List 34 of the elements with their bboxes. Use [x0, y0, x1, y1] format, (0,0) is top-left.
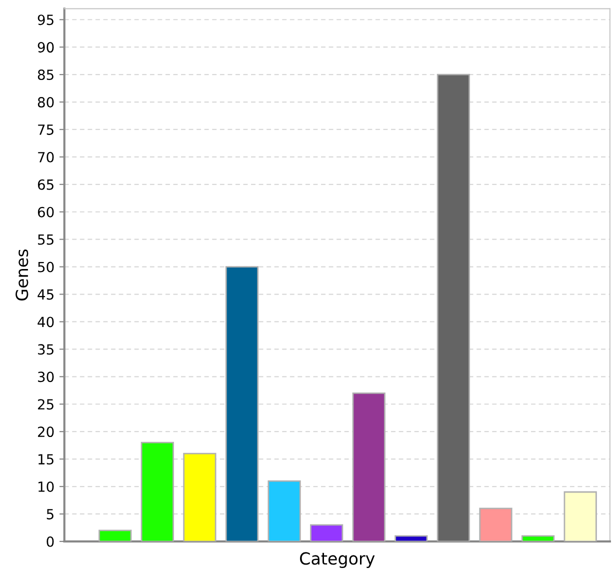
bar	[225, 266, 259, 542]
bar	[352, 392, 386, 542]
bar	[564, 491, 597, 542]
y-tick-label: 15	[38, 454, 54, 465]
y-tick-label: 95	[38, 14, 54, 26]
bar	[140, 442, 174, 542]
y-tick-label: 35	[38, 344, 54, 355]
bar	[183, 452, 216, 542]
y-tick-label: 70	[38, 152, 54, 162]
bar	[436, 74, 470, 542]
bar	[268, 480, 301, 542]
bar	[98, 530, 132, 542]
y-tick-label: 75	[38, 124, 54, 135]
bar	[394, 535, 428, 542]
y-tick-label: 90	[38, 42, 54, 53]
y-tick-label: 5	[46, 509, 54, 520]
bar	[479, 508, 512, 542]
bar	[521, 535, 555, 542]
y-tick-label: 40	[38, 316, 54, 328]
x-axis-title: Category	[300, 552, 375, 568]
y-tick-label: 80	[38, 96, 54, 108]
y-tick-label: 45	[38, 289, 54, 300]
y-tick-label: 65	[38, 179, 54, 190]
y-tick-label: 10	[38, 481, 54, 492]
y-tick-label: 20	[38, 426, 54, 438]
y-axis-title: Genes	[16, 250, 28, 300]
y-tick-label: 55	[38, 234, 54, 245]
y-tick-label: 85	[38, 70, 54, 80]
y-tick-label: 30	[38, 372, 54, 382]
y-tick-label: 0	[46, 536, 54, 547]
bar	[310, 524, 344, 542]
y-tick-label: 60	[38, 206, 54, 218]
y-tick-label: 25	[38, 399, 54, 410]
y-tick-label: 50	[38, 262, 54, 272]
